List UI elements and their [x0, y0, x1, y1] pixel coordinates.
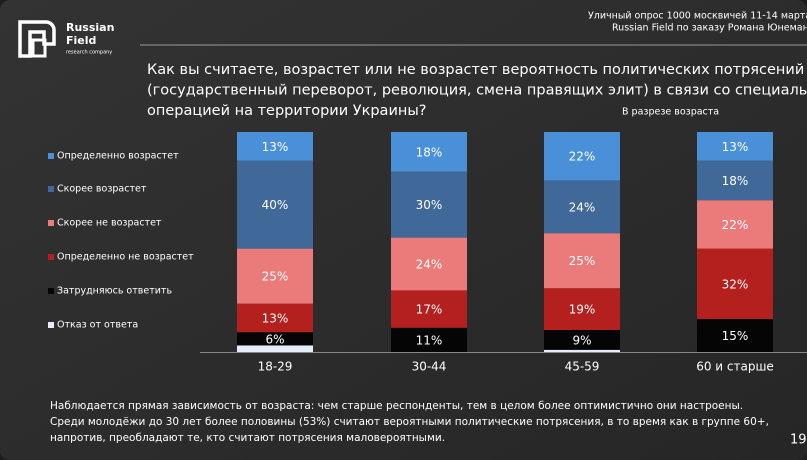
legend-swatch — [48, 254, 54, 260]
bar-segment — [697, 319, 773, 352]
data-label: 32% — [722, 277, 749, 291]
legend-swatch — [48, 186, 54, 192]
title-line: Как вы считаете, возрастет или не возрас… — [147, 62, 807, 78]
bar-segment — [391, 290, 467, 328]
data-label: 22% — [569, 150, 596, 164]
bar-segment — [697, 132, 773, 161]
legend-label: Скорее возрастет — [57, 184, 147, 195]
data-label: 13% — [262, 311, 289, 325]
legend-swatch — [48, 153, 54, 159]
bar-segment — [237, 160, 313, 249]
bar-segment — [237, 303, 313, 333]
bar-segment — [391, 237, 467, 291]
legend-swatch — [48, 322, 54, 328]
survey-note: Уличный опрос 1000 москвичей 11-14 марта — [588, 11, 807, 22]
bar-segment — [391, 327, 467, 352]
logo — [18, 20, 56, 58]
data-label: 9% — [572, 333, 591, 347]
legend-label: Отказ от ответа — [57, 320, 138, 331]
legend-swatch — [48, 220, 54, 226]
legend-label: Определенно не возрастет — [57, 252, 194, 263]
bar-segment — [237, 248, 313, 304]
bar-segment — [697, 248, 773, 319]
data-label: 25% — [262, 270, 289, 284]
bar-segment — [544, 233, 620, 289]
data-label: 24% — [569, 200, 596, 214]
footer: Наблюдается прямая зависимость от возрас… — [50, 400, 769, 444]
footer-line: напротив, преобладают те, кто считают по… — [50, 432, 445, 444]
legend-swatch — [48, 288, 54, 294]
legend-label: Определенно возрастет — [57, 151, 179, 162]
data-label: 17% — [416, 303, 443, 317]
bar-segment — [237, 132, 313, 161]
brand: Russian — [66, 21, 114, 34]
page-number: 19 — [790, 433, 807, 448]
bar-segment — [544, 288, 620, 330]
data-label: 18% — [722, 174, 749, 188]
bar-segment — [697, 160, 773, 201]
bar-segment — [391, 132, 467, 172]
data-label: 13% — [262, 140, 289, 154]
data-label: 19% — [569, 303, 596, 317]
legend-label: Затрудняюсь ответить — [57, 286, 172, 297]
x-tick-label: 30-44 — [412, 360, 447, 374]
footer-line: Наблюдается прямая зависимость от возрас… — [50, 400, 743, 412]
data-label: 24% — [416, 258, 443, 272]
bar-segment — [544, 180, 620, 234]
data-label: 25% — [569, 254, 596, 268]
plot: 18-29 6% 13% 25% 40% 13% 30-44 11% 17% 24% 30% 18% 4… — [48, 132, 807, 374]
bar-segment — [544, 349, 620, 352]
footer-line: Среди молодёжи до 30 лет более половины … — [50, 416, 769, 428]
data-label: 18% — [416, 145, 443, 159]
client-note: Russian Field по заказу Романа Юнемана — [612, 23, 807, 34]
data-label: 15% — [722, 329, 749, 343]
bar-segment — [544, 330, 620, 350]
bar-segment — [697, 200, 773, 249]
data-label: 6% — [265, 332, 284, 346]
x-tick-label: 18-29 — [258, 360, 293, 374]
data-label: 30% — [416, 198, 443, 212]
tagline: research company — [66, 50, 112, 56]
bar-segment — [237, 332, 313, 346]
legend-label: Скорее не возрастет — [57, 218, 162, 229]
brand: Field — [66, 34, 96, 47]
data-label: 40% — [262, 198, 289, 212]
chart-subtitle: В разрезе возраста — [622, 107, 719, 118]
chart-title: Как вы считаете, возрастет или не возрас… — [147, 62, 807, 119]
data-label: 13% — [722, 140, 749, 154]
bar-segment — [237, 345, 313, 352]
x-tick-label: 60 и старше — [696, 360, 774, 374]
title-line: (государственный переворот, революция, с… — [147, 83, 807, 99]
title-line: операцией на территории Украины? — [147, 103, 427, 119]
data-label: 11% — [416, 333, 443, 347]
bar-segment — [544, 132, 620, 181]
data-label: 22% — [722, 218, 749, 232]
bar-segment — [391, 171, 467, 238]
x-tick-label: 45-59 — [565, 360, 600, 374]
